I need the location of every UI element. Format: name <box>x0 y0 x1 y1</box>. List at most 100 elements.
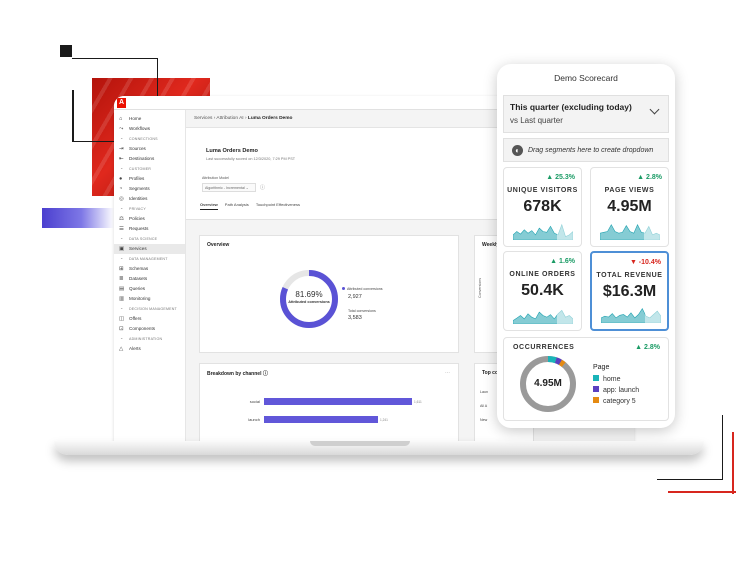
tab-path-analysis[interactable]: Path Analysis <box>224 202 249 207</box>
bar-label: launch <box>248 417 260 422</box>
sidebar-item-label: Policies <box>129 216 145 221</box>
occurrences-donut <box>520 356 576 412</box>
tab-overview[interactable]: Overview <box>200 202 218 210</box>
sidebar-item-profiles[interactable]: ● Profiles <box>114 174 185 184</box>
sidebar-item-label: Profiles <box>129 176 145 181</box>
breadcrumb-middle[interactable]: Attribution AI <box>216 116 244 121</box>
sparkline-future-shade <box>557 222 573 240</box>
top-item[interactable]: Laun <box>480 390 488 394</box>
sidebar-item-schemas[interactable]: ⊞ Schemas <box>114 264 185 274</box>
metric-delta: ▲ 1.6% <box>550 258 575 265</box>
metric-card-unique-visitors[interactable]: ▲ 25.3% UNIQUE VISITORS 678K <box>503 167 582 247</box>
alerts-icon: △ <box>119 346 124 352</box>
occurrences-title: OCCURRENCES <box>513 344 575 351</box>
donut-caption: Attributed conversions <box>288 300 330 304</box>
legend-total-label: Total conversions <box>348 309 376 313</box>
metric-value: 50.4K <box>521 282 564 299</box>
tab-touchpoint-effectiveness[interactable]: Touchpoint Effectiveness <box>255 202 300 207</box>
metric-card-online-orders[interactable]: ▲ 1.6% ONLINE ORDERS 50.4K <box>503 251 582 331</box>
bar-value-label: 1,241 <box>379 418 388 422</box>
sidebar-item-policies[interactable]: ⚖ Policies <box>114 214 185 224</box>
sidebar-item-queries[interactable]: ▤ Queries <box>114 284 185 294</box>
info-icon[interactable]: ⓘ <box>260 185 266 191</box>
occurrences-legend-title: Page <box>593 364 610 371</box>
info-icon[interactable]: ⓘ <box>262 371 268 377</box>
channel-bar[interactable] <box>264 398 412 405</box>
laptop-base <box>54 441 704 455</box>
sidebar-section-header[interactable]: PRIVACY <box>114 203 185 214</box>
sidebar-item-services[interactable]: ▣ Services <box>114 244 185 254</box>
segments-icon: ◔ <box>119 186 123 192</box>
sidebar-section-header[interactable]: DATA SCIENCE <box>114 233 185 244</box>
decorative-black-square <box>60 45 72 57</box>
period-dropdown[interactable]: This quarter (excluding today) vs Last q… <box>503 95 669 133</box>
overview-panel: Overview 81.69% Attributed conversions A… <box>199 235 459 353</box>
sidebar-item-label: Components <box>129 326 156 331</box>
sidebar-section-header[interactable]: DATA MANAGEMENT <box>114 253 185 264</box>
sidebar-item-home[interactable]: ⌂ Home <box>114 114 185 124</box>
metric-card-page-views[interactable]: ▲ 2.8% PAGE VIEWS 4.95M <box>590 167 669 247</box>
occ-slice-home <box>520 356 576 412</box>
sidebar-item-label: Datasets <box>129 276 148 281</box>
sidebar-item-components[interactable]: ⊡ Components <box>114 324 185 334</box>
chevron-right-icon: › <box>213 116 217 121</box>
occurrences-card[interactable]: OCCURRENCES ▲ 2.8% 4.95M Page home app: l… <box>503 337 669 421</box>
sidebar-item-identities[interactable]: ◎ Identities <box>114 194 185 204</box>
policies-icon: ⚖ <box>119 216 124 222</box>
sidebar-item-label: Requests <box>129 226 149 231</box>
sources-icon: ⇥ <box>119 146 124 152</box>
metric-label: TOTAL REVENUE <box>596 272 663 279</box>
top-item[interactable]: All A <box>480 404 488 408</box>
model-select[interactable]: Algorithmic - Incremental ⌄ <box>202 183 256 192</box>
sparkline <box>513 222 573 240</box>
more-icon[interactable]: ⋯ <box>445 370 450 376</box>
metric-value: 4.95M <box>607 198 652 215</box>
sparkline <box>513 306 573 324</box>
legend-swatch <box>593 375 599 381</box>
sidebar-item-sources[interactable]: ⇥ Sources <box>114 144 185 154</box>
comparison-label: vs Last quarter <box>510 116 563 125</box>
sidebar-item-label: Schemas <box>129 266 149 271</box>
sidebar-item-datasets[interactable]: ≣ Datasets <box>114 274 185 284</box>
breadcrumb-root[interactable]: Services <box>194 116 213 121</box>
sidebar-section-header[interactable]: CONNECTIONS <box>114 133 185 144</box>
segment-drop-zone[interactable]: ◐ Drag segments here to create dropdown <box>503 138 669 162</box>
sidebar-item-offers[interactable]: ◫ Offers <box>114 314 185 324</box>
legend-label: app: launch <box>603 387 640 394</box>
sparkline-future-shade <box>645 305 661 323</box>
legend-dot <box>342 287 345 290</box>
metric-label: PAGE VIEWS <box>604 187 655 194</box>
destinations-icon: ⇤ <box>119 156 124 162</box>
sidebar-item-label: Queries <box>129 286 146 291</box>
sidebar-item-requests[interactable]: ☰ Requests <box>114 224 185 234</box>
services-icon: ▣ <box>119 246 125 252</box>
attributed-donut <box>280 270 338 328</box>
donut-percent: 81.69% <box>295 290 323 299</box>
sidebar-section-header[interactable]: CUSTOMER <box>114 163 185 174</box>
page-subtitle: Last successfully scored on 12/3/2020, 7… <box>206 157 296 161</box>
legend-attributed: Attributed conversions <box>342 287 383 291</box>
decorative-corner-black <box>657 415 723 480</box>
top-item[interactable]: New <box>480 418 488 422</box>
bar-value-label: 1,611 <box>414 400 422 404</box>
sidebar-item-label: Destinations <box>129 156 155 161</box>
metric-value: 678K <box>523 198 562 215</box>
breadcrumb-current: Luma Orders Demo <box>247 116 293 121</box>
sidebar-section-header[interactable]: DECISION MANAGEMENT <box>114 303 185 314</box>
sidebar-item-workflows[interactable]: ⤳ Workflows <box>114 124 185 134</box>
sidebar-section-header[interactable]: ADMINISTRATION <box>114 333 185 344</box>
adobe-logo-icon[interactable]: A <box>117 98 126 108</box>
sidebar-item-monitoring[interactable]: ▥ Monitoring <box>114 294 185 304</box>
sidebar-item-label: Alerts <box>129 346 141 351</box>
sidebar-item-destinations[interactable]: ⇤ Destinations <box>114 154 185 164</box>
metric-card-total-revenue[interactable]: ▼ -10.4% TOTAL REVENUE $16.3M <box>590 251 669 331</box>
sidebar-item-label: Workflows <box>129 126 151 131</box>
channel-title-text: Breakdown by channel <box>207 371 262 377</box>
sidebar-item-segments[interactable]: ◔ Segments <box>114 184 185 194</box>
decorative-frame-line <box>72 90 74 142</box>
sparkline <box>600 222 660 240</box>
decorative-blue-bar <box>42 208 114 228</box>
sidebar-item-alerts[interactable]: △ Alerts <box>114 344 185 354</box>
channel-bar[interactable] <box>264 416 378 423</box>
offers-icon: ◫ <box>119 316 125 322</box>
